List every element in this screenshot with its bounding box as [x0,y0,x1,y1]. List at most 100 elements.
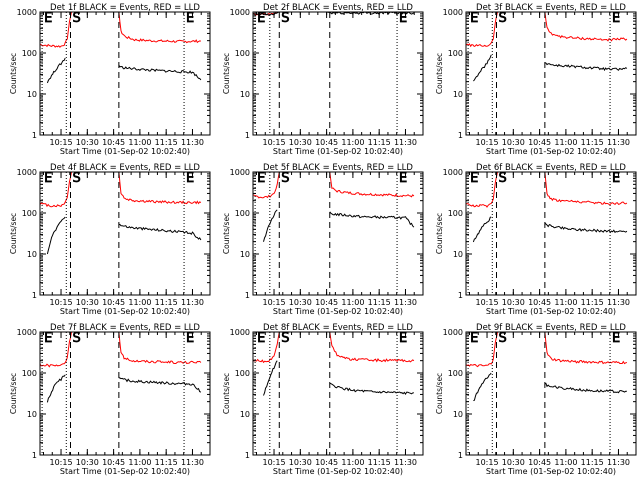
marker-label-e: E [612,331,620,346]
lld-series-line [466,12,628,48]
marker-label-e: E [612,171,620,186]
x-axis-label: Start Time (01-Sep-02 10:02:40) [486,307,616,316]
x-tick-label: 10:45 [102,458,125,467]
x-tick-label: 10:45 [528,458,551,467]
series-group [466,12,628,82]
y-axis-label: Counts/sec [222,53,231,94]
x-tick-label: 11:15 [155,138,178,147]
x-tick-label: 11:00 [554,458,577,467]
x-tick-label: 11:15 [581,458,604,467]
x-tick-label: 10:45 [315,298,338,307]
marker-label-s: S [72,171,80,186]
plot-frame [252,171,424,296]
panel-title: Det 1f BLACK = Events, RED = LLD [50,3,200,13]
marker-label-e: E [186,11,194,26]
x-axis-label: Start Time (01-Sep-02 10:02:40) [486,147,616,156]
x-tick-label: 11:30 [607,138,630,147]
marker-label-e: E [470,171,478,186]
x-tick-label: 11:15 [368,298,391,307]
y-tick-label: 1 [458,291,463,300]
y-tick-label: 1000 [17,328,37,337]
y-tick-label: 1 [245,291,250,300]
series-group [40,332,202,403]
x-axis-label: Start Time (01-Sep-02 10:02:40) [486,467,616,476]
plot-frame [39,171,211,296]
x-tick-label: 10:15 [49,458,72,467]
y-tick-label: 1 [32,451,37,460]
marker-label-s: S [72,331,80,346]
x-tick-label: 10:45 [528,298,551,307]
x-tick-label: 11:30 [607,458,630,467]
events-series-line [329,382,415,396]
events-series-line [118,223,202,241]
series-group [253,332,415,396]
y-tick-label: 100 [448,369,463,378]
y-tick-label: 100 [448,209,463,218]
x-tick-label: 10:30 [289,138,312,147]
x-tick-label: 10:30 [502,458,525,467]
marker-label-e: E [612,11,620,26]
panel-title: Det 5f BLACK = Events, RED = LLD [263,163,413,173]
x-tick-label: 10:15 [262,298,285,307]
marker-label-s: S [498,11,506,26]
x-tick-label: 11:00 [341,138,364,147]
panel-title: Det 3f BLACK = Events, RED = LLD [476,3,626,13]
events-series-line [473,372,492,402]
y-tick-label: 100 [22,209,37,218]
y-tick-label: 10 [240,250,250,259]
y-tick-label: 1 [245,451,250,460]
plot-frame [465,11,637,136]
panel-title: Det 6f BLACK = Events, RED = LLD [476,163,626,173]
marker-label-e: E [44,171,52,186]
events-series-line [544,222,628,234]
y-tick-label: 100 [22,49,37,58]
events-series-line [263,360,278,396]
marker-label-e: E [257,171,265,186]
events-series-line [544,62,628,72]
events-series-line [46,216,66,255]
x-tick-label: 10:30 [76,138,99,147]
x-tick-label: 11:00 [554,138,577,147]
x-tick-label: 11:00 [128,458,151,467]
lld-series-line [253,172,415,199]
x-tick-label: 10:30 [289,298,312,307]
x-tick-label: 10:15 [475,298,498,307]
x-tick-label: 10:45 [528,138,551,147]
x-tick-label: 11:30 [394,458,417,467]
panel-title: Det 4f BLACK = Events, RED = LLD [50,163,200,173]
y-tick-label: 1000 [17,168,37,177]
marker-label-e: E [44,331,52,346]
y-tick-label: 10 [240,410,250,419]
y-tick-label: 10 [453,90,463,99]
x-tick-label: 10:15 [475,138,498,147]
events-series-line [472,216,492,243]
y-axis-label: Counts/sec [435,53,444,94]
x-tick-label: 11:30 [394,298,417,307]
x-axis-label: Start Time (01-Sep-02 10:02:40) [273,467,403,476]
lld-series-line [40,172,202,208]
x-tick-label: 11:30 [394,138,417,147]
events-series-line [118,65,202,81]
plot-frame [252,331,424,456]
y-tick-label: 100 [22,369,37,378]
x-tick-label: 10:30 [502,138,525,147]
marker-label-s: S [281,331,289,346]
y-axis-label: Counts/sec [9,373,18,414]
panel-title: Det 8f BLACK = Events, RED = LLD [263,323,413,333]
y-tick-label: 1 [458,451,463,460]
y-tick-label: 1000 [230,328,250,337]
y-axis-label: Counts/sec [222,213,231,254]
x-tick-label: 10:15 [262,138,285,147]
lld-series-line [40,12,201,48]
marker-label-s: S [72,11,80,26]
x-tick-label: 11:00 [128,138,151,147]
events-series-line [473,54,492,82]
x-axis-label: Start Time (01-Sep-02 10:02:40) [60,147,190,156]
x-tick-label: 11:00 [128,298,151,307]
